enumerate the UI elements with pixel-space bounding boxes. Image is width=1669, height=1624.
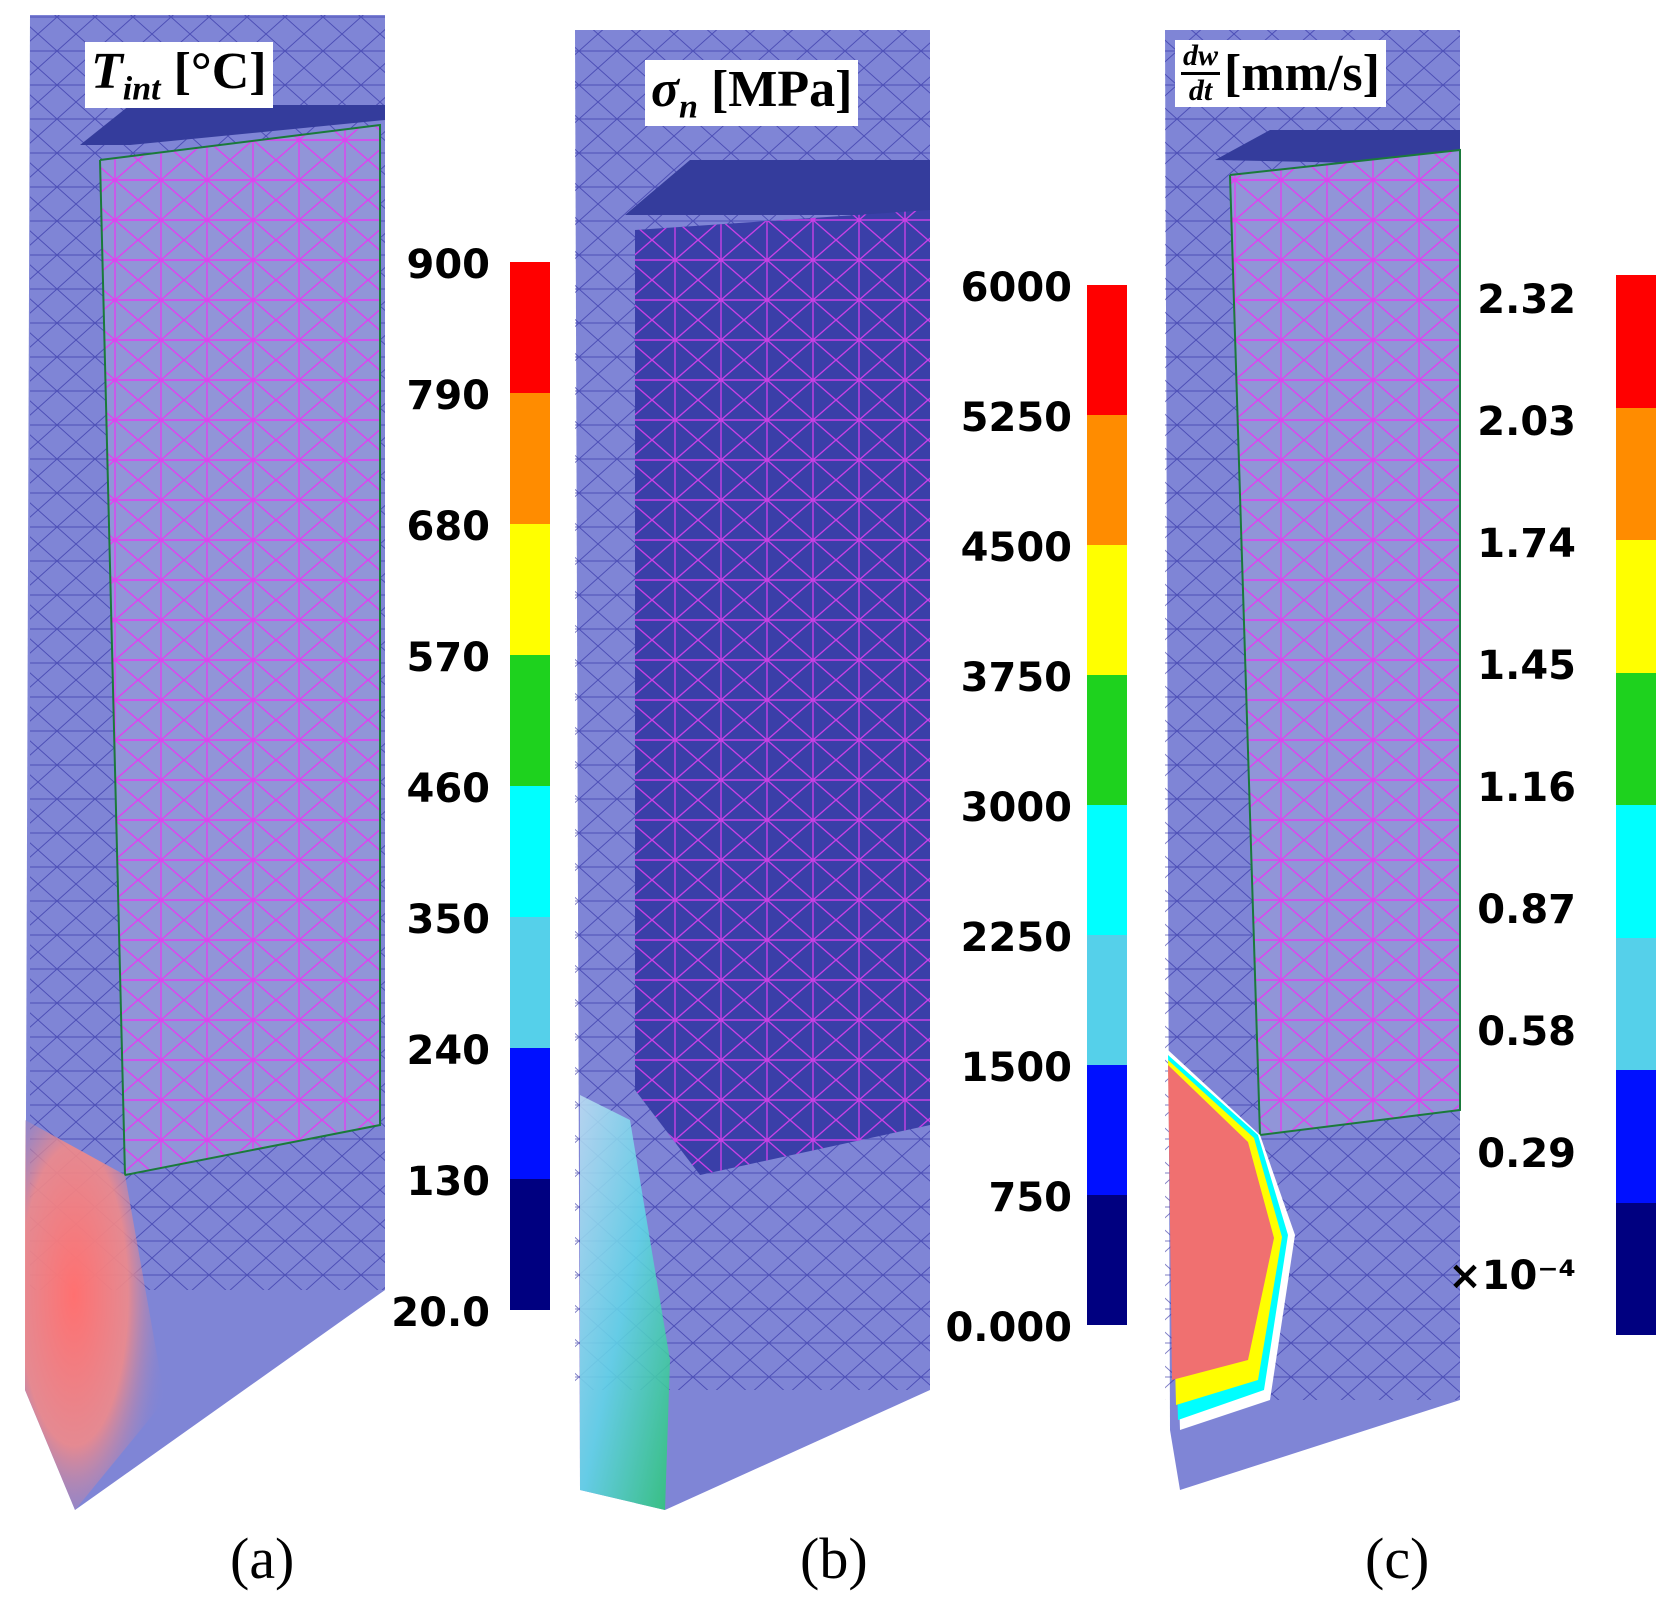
colorbar-segment: [1616, 1202, 1656, 1335]
colorbar-tick: 3000: [960, 785, 1072, 831]
colorbar-segment: [1616, 805, 1656, 938]
quantity-unit-b: [MPa]: [710, 61, 853, 118]
caption-c: (c): [1365, 1526, 1430, 1591]
colorbar-tick: 570: [406, 635, 491, 681]
colorbar-tick: 240: [406, 1028, 491, 1074]
panel-a: Tint [°C] 900 790 680 570 460 350 240 13…: [0, 0, 560, 1624]
quantity-subscript-b: n: [679, 88, 698, 126]
colorbar-tick: 130: [406, 1159, 491, 1205]
quantity-subscript-a: int: [122, 70, 161, 108]
fraction-denominator: dt: [1188, 74, 1213, 107]
colorbar-tick: 0.29: [1477, 1131, 1576, 1177]
colorbar-tick: 900: [406, 242, 491, 288]
mesh-plot-b: [575, 30, 930, 1510]
mesh-plot-c: [1165, 30, 1461, 1490]
quantity-label-c: dw dt [mm/s]: [1175, 40, 1386, 107]
colorbar-tick: 1.74: [1477, 521, 1576, 567]
quantity-unit-a: [°C]: [173, 43, 267, 100]
colorbar-tick: 0.000: [945, 1305, 1072, 1351]
mesh-plot-a: [25, 15, 385, 1510]
quantity-label-a: Tint [°C]: [85, 42, 273, 109]
colorbar-tick: ×10⁻⁴: [1448, 1253, 1576, 1299]
colorbar-tick: 1.16: [1477, 765, 1576, 811]
colorbar-tick: 350: [406, 897, 491, 943]
colorbar-segment: [510, 1048, 550, 1179]
colorbar-segment: [1616, 1070, 1656, 1203]
colorbar-segment: [1087, 1065, 1127, 1195]
fraction-numerator: dw: [1181, 40, 1221, 75]
colorbar-tick: 460: [406, 766, 491, 812]
caption-b: (b): [800, 1526, 868, 1591]
colorbar-tick: 680: [406, 504, 491, 550]
colorbar-segment: [1087, 675, 1127, 805]
colorbar-segment: [1087, 415, 1127, 545]
colorbar-tick: 3750: [960, 655, 1072, 701]
colorbar-c: [1616, 275, 1656, 1335]
quantity-label-b: σn [MPa]: [645, 60, 859, 127]
colorbar-tick: 790: [406, 373, 491, 419]
colorbar-tick: 2.32: [1477, 277, 1576, 323]
colorbar-segment: [1616, 540, 1656, 673]
colorbar-segment: [1616, 407, 1656, 540]
colorbar-segment: [1616, 275, 1656, 408]
colorbar-segment: [1087, 805, 1127, 935]
colorbar-tick: 2250: [960, 915, 1072, 961]
quantity-symbol-b: σ: [651, 61, 680, 118]
colorbar-segment: [1087, 1195, 1127, 1325]
derivative-fraction: dw dt: [1181, 40, 1221, 107]
colorbar-segment: [1087, 545, 1127, 675]
quantity-unit-c: [mm/s]: [1224, 45, 1380, 102]
colorbar-tick: 0.58: [1477, 1009, 1576, 1055]
colorbar-segment: [510, 1179, 550, 1310]
colorbar-tick: 1500: [960, 1045, 1072, 1091]
colorbar-segment: [510, 917, 550, 1048]
colorbar-segment: [510, 655, 550, 786]
colorbar-tick: 20.0: [391, 1290, 490, 1336]
quantity-symbol-a: T: [91, 43, 123, 100]
caption-a: (a): [230, 1526, 295, 1591]
panel-c: dw dt [mm/s] 2.32 2.03 1.74 1.45 1.16 0.…: [1120, 0, 1669, 1624]
colorbar-tick: 1.45: [1477, 643, 1576, 689]
colorbar-segment: [510, 524, 550, 655]
colorbar-tick: 0.87: [1477, 887, 1576, 933]
colorbar-b: [1087, 285, 1127, 1325]
colorbar-segment: [510, 262, 550, 393]
panel-b: σn [MPa] 6000 5250 4500 3750 3000 2250 1…: [560, 0, 1127, 1624]
colorbar-segment: [1087, 935, 1127, 1065]
colorbar-segment: [1616, 937, 1656, 1070]
colorbar-segment: [510, 786, 550, 917]
colorbar-segment: [510, 393, 550, 524]
colorbar-tick: 2.03: [1477, 399, 1576, 445]
colorbar-tick: 4500: [960, 525, 1072, 571]
colorbar-tick: 750: [988, 1175, 1073, 1221]
colorbar-tick: 6000: [960, 265, 1072, 311]
colorbar-a: [510, 262, 550, 1310]
colorbar-segment: [1616, 672, 1656, 805]
colorbar-tick: 5250: [960, 395, 1072, 441]
colorbar-segment: [1087, 285, 1127, 415]
